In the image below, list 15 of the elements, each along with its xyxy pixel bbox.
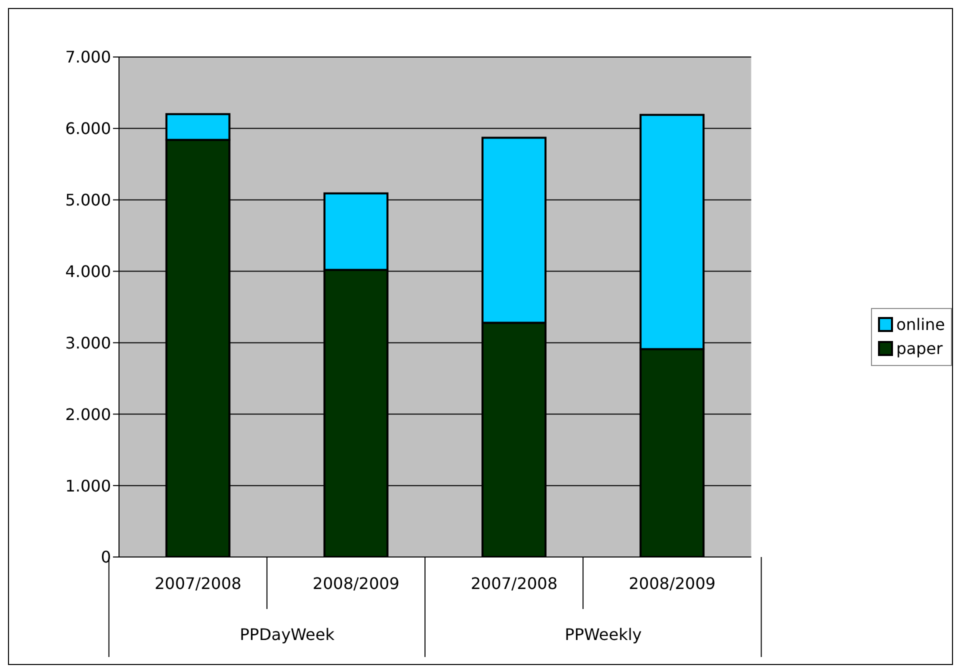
- y-tick-label: 4.000: [65, 262, 111, 281]
- x-tick-label: 2007/2008: [154, 574, 242, 593]
- legend-label: paper: [896, 339, 943, 358]
- y-tick-label: 1.000: [65, 476, 111, 496]
- y-tick-label: 2.000: [65, 404, 111, 424]
- y-tick-label: 6.000: [65, 119, 111, 138]
- x-tick-label: 2008/2009: [628, 574, 716, 593]
- x-tick-label: 2008/2009: [312, 574, 400, 593]
- text: PPWeekly: [564, 625, 642, 644]
- y-tick-label: 7.000: [65, 48, 111, 67]
- y-tick-label: 5.000: [65, 190, 111, 210]
- text: PPDayWeek: [240, 625, 336, 644]
- legend-label: online: [896, 315, 945, 334]
- x-tick-label: 2007/2008: [470, 574, 558, 593]
- y-tick-label: 3.000: [65, 333, 111, 352]
